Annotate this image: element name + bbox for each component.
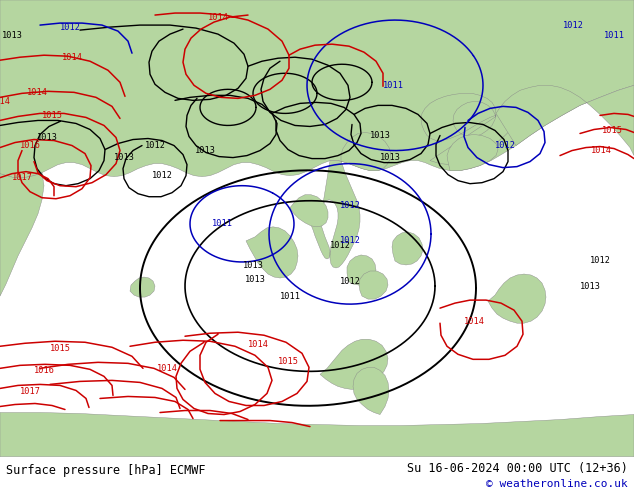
Text: 1012: 1012 — [152, 171, 172, 180]
Text: © weatheronline.co.uk: © weatheronline.co.uk — [486, 479, 628, 489]
Polygon shape — [347, 255, 376, 285]
Text: 1017: 1017 — [11, 173, 32, 182]
Text: 1013: 1013 — [195, 146, 216, 155]
Text: 1012: 1012 — [60, 23, 81, 31]
Text: 1013: 1013 — [113, 153, 134, 162]
Text: Surface pressure [hPa] ECMWF: Surface pressure [hPa] ECMWF — [6, 464, 206, 476]
Polygon shape — [488, 274, 546, 323]
Polygon shape — [246, 227, 298, 278]
Text: 1012: 1012 — [330, 242, 351, 250]
Text: 1012: 1012 — [339, 236, 361, 245]
Text: 1013: 1013 — [245, 274, 266, 284]
Text: 1014: 1014 — [463, 317, 484, 326]
Text: 1013: 1013 — [242, 262, 264, 270]
Text: 1012: 1012 — [590, 256, 611, 266]
Text: 1014: 1014 — [61, 53, 82, 62]
Polygon shape — [320, 339, 388, 390]
Text: 1013: 1013 — [380, 153, 401, 162]
Text: 1017: 1017 — [20, 387, 41, 396]
Text: 1015: 1015 — [49, 344, 70, 353]
Text: 1016: 1016 — [20, 141, 41, 150]
Polygon shape — [0, 413, 634, 457]
Text: 1013: 1013 — [37, 133, 58, 142]
Polygon shape — [353, 368, 389, 415]
Text: 1015: 1015 — [602, 126, 623, 135]
Text: 1015: 1015 — [278, 357, 299, 366]
Text: 1014: 1014 — [207, 13, 228, 22]
Polygon shape — [447, 134, 498, 171]
Text: Su 16-06-2024 00:00 UTC (12+36): Su 16-06-2024 00:00 UTC (12+36) — [407, 462, 628, 475]
Text: 1014: 1014 — [590, 146, 612, 155]
Polygon shape — [290, 195, 328, 227]
Text: 1012: 1012 — [495, 141, 515, 150]
Text: 1013: 1013 — [1, 31, 22, 40]
Text: 1014: 1014 — [247, 340, 269, 349]
Text: 1012: 1012 — [145, 141, 165, 150]
Text: 1011: 1011 — [604, 31, 624, 40]
Polygon shape — [359, 271, 388, 299]
Text: 1014: 1014 — [157, 364, 178, 373]
Text: 1011: 1011 — [212, 220, 233, 228]
Text: 1013: 1013 — [579, 282, 600, 291]
Polygon shape — [0, 172, 44, 296]
Text: 1011: 1011 — [382, 81, 403, 90]
Polygon shape — [309, 132, 391, 268]
Polygon shape — [392, 232, 423, 265]
Text: 1012: 1012 — [339, 276, 361, 286]
Text: 1011: 1011 — [280, 292, 301, 300]
Text: 1013: 1013 — [370, 131, 391, 140]
Text: 1016: 1016 — [34, 366, 55, 375]
Polygon shape — [130, 277, 155, 297]
Text: 1015: 1015 — [41, 111, 63, 120]
Polygon shape — [421, 93, 516, 165]
Polygon shape — [496, 85, 634, 155]
Text: 1012: 1012 — [339, 201, 361, 210]
Text: 1014: 1014 — [27, 88, 48, 97]
Polygon shape — [0, 0, 634, 178]
Text: 1012: 1012 — [562, 21, 583, 29]
Text: 1014: 1014 — [0, 97, 11, 106]
